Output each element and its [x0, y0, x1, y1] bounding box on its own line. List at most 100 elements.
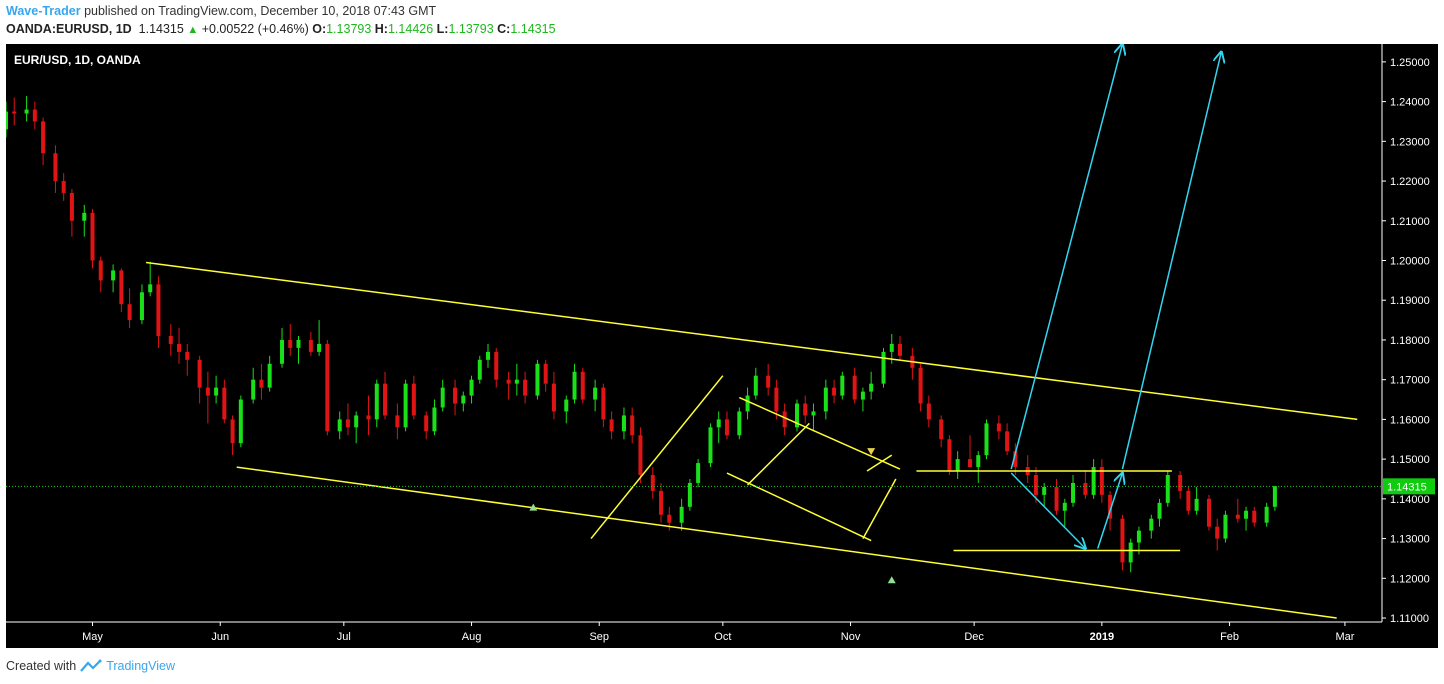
candle-body: [1215, 526, 1220, 539]
candle-body: [345, 419, 350, 428]
trendline: [739, 396, 901, 470]
projection-arrow: [1121, 52, 1221, 470]
candle-body: [543, 363, 548, 384]
candle-body: [869, 383, 874, 392]
time-tick-label: Dec: [964, 631, 984, 643]
candle-body: [753, 375, 758, 396]
candle-body: [1042, 486, 1047, 495]
author-link[interactable]: Wave-Trader: [6, 4, 81, 18]
candle-body: [766, 375, 771, 388]
candle-body: [897, 343, 902, 356]
chart-background: [6, 44, 1438, 648]
time-tick-label: Feb: [1220, 631, 1239, 643]
candle-body: [687, 482, 692, 507]
price-tick-label: 1.16000: [1390, 414, 1430, 426]
high-value: 1.14426: [387, 22, 434, 36]
tradingview-brand-link[interactable]: TradingView: [106, 659, 175, 673]
price-tick-label: 1.15000: [1390, 454, 1430, 466]
candle-body: [832, 387, 837, 396]
candle-body: [317, 343, 322, 352]
candle-body: [745, 395, 750, 412]
candle-body: [205, 387, 210, 396]
time-tick-label: Jul: [337, 631, 351, 643]
candle-body: [593, 387, 598, 400]
candle-body: [325, 343, 330, 432]
trendline: [866, 454, 893, 472]
candle-body: [230, 419, 235, 444]
candle-body: [506, 379, 511, 384]
candle-body: [1091, 467, 1096, 495]
price-tick-label: 1.11000: [1390, 613, 1429, 625]
candle-body: [523, 379, 528, 396]
candle-body: [1264, 506, 1269, 523]
candle-body: [469, 379, 474, 396]
candle-body: [984, 423, 989, 456]
candle-body: [403, 383, 408, 428]
candle-body: [41, 121, 46, 154]
candle-body: [374, 383, 379, 420]
price-tick-label: 1.19000: [1390, 295, 1430, 307]
trendline: [590, 375, 724, 540]
down-marker-icon: [867, 448, 876, 456]
candle-body: [1252, 510, 1257, 523]
candle-body: [1054, 486, 1059, 511]
open-label: O:: [312, 22, 327, 36]
candle-body: [572, 371, 577, 400]
projection-arrow: [1010, 44, 1122, 470]
candle-body: [1136, 530, 1141, 543]
candle-body: [650, 475, 655, 491]
candle-body: [440, 387, 445, 408]
candle-body: [366, 415, 371, 420]
trendline: [862, 478, 897, 539]
candle-body: [1120, 518, 1125, 563]
footer: Created with TradingView: [6, 659, 175, 673]
candle-body: [156, 284, 161, 336]
price-chart[interactable]: 1.25000 1.24000 1.23000 1.22000 1.21000 1.200…: [6, 44, 1438, 648]
candle-body: [1165, 475, 1170, 503]
candle-body: [139, 292, 144, 321]
trendline: [236, 466, 1337, 619]
candle-body: [716, 419, 721, 428]
candle-body: [1149, 518, 1154, 531]
projection-arrow: [1010, 472, 1085, 548]
candle-body: [280, 339, 285, 364]
candle-body: [1186, 490, 1191, 511]
candle-body: [395, 415, 400, 428]
candle-body: [90, 212, 95, 261]
projection-arrow: [1097, 473, 1123, 549]
candle-body: [308, 339, 313, 352]
candle-body: [383, 383, 388, 416]
candle-body: [168, 335, 173, 344]
candle-body: [803, 403, 808, 416]
candle-body: [947, 439, 952, 472]
candle-body: [148, 284, 153, 293]
price-tick-label: 1.20000: [1390, 256, 1430, 268]
candle-body: [354, 415, 359, 428]
candle-body: [1194, 498, 1199, 511]
close-value: 1.14315: [510, 22, 556, 36]
candle-body: [774, 387, 779, 412]
time-tick-label: 2019: [1090, 631, 1114, 643]
price-tick-label: 1.23000: [1390, 136, 1430, 148]
candle-body: [61, 181, 66, 193]
low-value: 1.13793: [448, 22, 494, 36]
candle-body: [119, 270, 124, 305]
candle-body: [1244, 510, 1249, 519]
candle-body: [811, 411, 816, 416]
candle-body: [461, 395, 466, 404]
candle-body: [1206, 498, 1211, 527]
candle-body: [477, 359, 482, 380]
candle-body: [630, 415, 635, 436]
candle-body: [1157, 502, 1162, 519]
trendline: [747, 422, 810, 486]
candle-body: [724, 419, 729, 436]
published-text: published on TradingView.com, December 1…: [84, 4, 437, 18]
candle-body: [881, 351, 886, 384]
candle-body: [609, 419, 614, 432]
candle-body: [889, 343, 894, 352]
last-price: 1.14315: [138, 22, 184, 36]
candle-body: [823, 387, 828, 412]
candle-body: [12, 111, 17, 114]
candle-body: [185, 351, 190, 360]
candle-body: [926, 403, 931, 420]
